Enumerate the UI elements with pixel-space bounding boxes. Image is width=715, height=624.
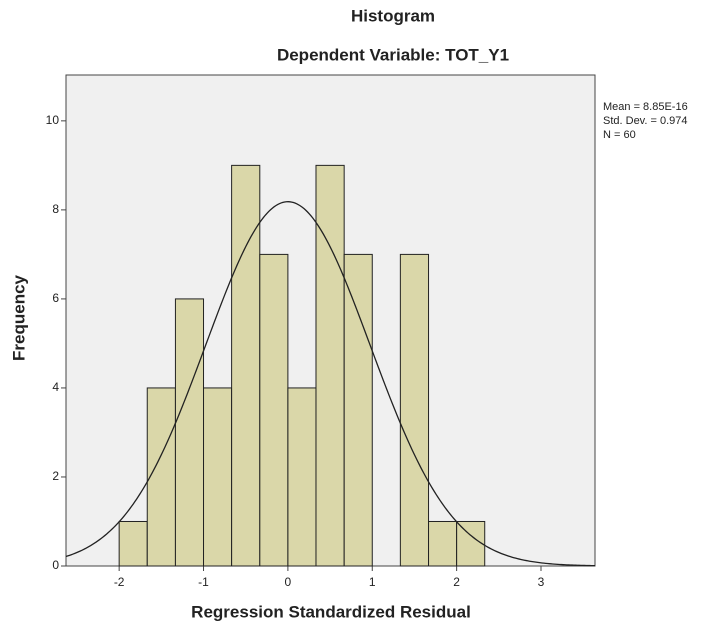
x-tick-label: -2 — [114, 575, 125, 589]
x-tick-label: 3 — [538, 575, 545, 589]
bar — [175, 299, 203, 566]
x-tick-label: 2 — [453, 575, 460, 589]
y-tick-label: 8 — [52, 202, 59, 216]
stat-label: N = 60 — [603, 129, 636, 141]
bar — [429, 521, 457, 566]
bar — [232, 165, 260, 566]
y-tick-label: 0 — [52, 558, 59, 572]
x-tick-label: 0 — [285, 575, 292, 589]
y-axis-label: Frequency — [9, 274, 28, 361]
chart: Histogram Dependent Variable: TOT_Y1 Reg… — [0, 0, 715, 624]
y-tick-label: 10 — [46, 113, 60, 127]
chart-subtitle: Dependent Variable: TOT_Y1 — [277, 45, 509, 64]
stat-label: Mean = 8.85E-16 — [603, 101, 688, 113]
y-tick-label: 6 — [52, 291, 59, 305]
stat-label: Std. Dev. = 0.974 — [603, 115, 688, 127]
x-axis-label: Regression Standardized Residual — [191, 602, 471, 621]
x-tick-label: -1 — [198, 575, 209, 589]
chart-title: Histogram — [351, 6, 435, 25]
y-tick-label: 4 — [52, 380, 59, 394]
bar — [119, 521, 147, 566]
bar — [288, 388, 316, 566]
bar — [457, 521, 485, 566]
bar — [316, 165, 344, 566]
y-tick-label: 2 — [52, 469, 59, 483]
bar — [147, 388, 175, 566]
bar — [204, 388, 232, 566]
bar — [400, 254, 428, 566]
bar — [344, 254, 372, 566]
bar — [260, 254, 288, 566]
x-tick-label: 1 — [369, 575, 376, 589]
